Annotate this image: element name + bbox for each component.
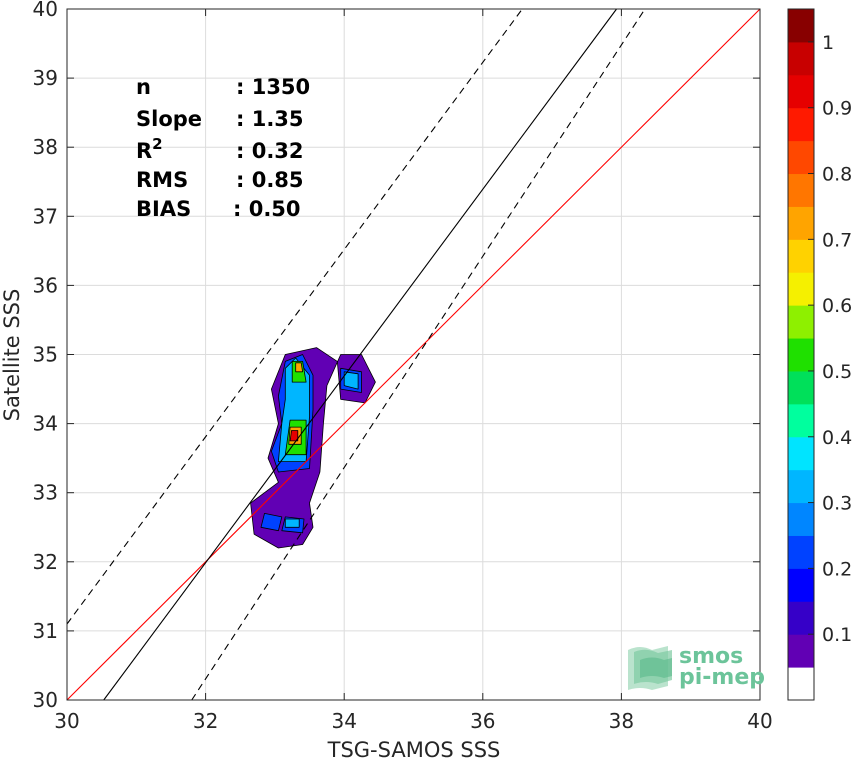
y-tick-label: 32: [33, 550, 58, 574]
x-axis-ticks: 30 32 34 36 38 40: [54, 9, 773, 733]
colorbar-segment: [788, 568, 814, 602]
stat-value: : 0.32: [236, 139, 304, 163]
colorbar-segment: [788, 206, 814, 240]
colorbar-segment: [788, 41, 814, 76]
y-tick-label: 30: [33, 688, 58, 712]
y-tick-label: 37: [33, 204, 58, 228]
stat-value: : 0.85: [236, 168, 304, 192]
colorbar-tick-label: 0.8: [822, 164, 852, 186]
colorbar-tick-label: 0.7: [822, 229, 852, 251]
y-tick-label: 39: [33, 66, 58, 90]
stat-value: : 1.35: [236, 107, 304, 131]
colorbar-segment: [788, 634, 814, 668]
stat-label: RMS: [136, 168, 188, 192]
x-tick-label: 30: [54, 709, 79, 733]
colorbar-segment: [788, 272, 814, 306]
colorbar-segment: [788, 140, 814, 175]
stat-label: BIAS: [136, 197, 191, 221]
colorbar-tick-label: 0.2: [822, 558, 852, 580]
one-to-one-line: [66, 8, 761, 701]
regression-line: [103, 8, 617, 701]
grid-lines: [66, 8, 761, 701]
y-tick-label: 34: [33, 412, 58, 436]
stat-value: : 1350: [236, 75, 310, 99]
x-tick-label: 40: [747, 709, 772, 733]
y-tick-label: 31: [33, 619, 58, 643]
colorbar-tick-label: 0.4: [822, 427, 852, 449]
reference-lines: [66, 8, 761, 701]
colorbar-segment: [788, 370, 814, 405]
colorbar-segment: [788, 239, 814, 273]
colorbar-segment: [788, 601, 814, 635]
density-contours: [250, 347, 376, 549]
colorbar-segment: [788, 74, 814, 109]
y-axis-ticks: 30 31 32 33 34 35 36 37 38 39 40: [33, 0, 760, 712]
logo-graphic-icon: [628, 646, 672, 690]
colorbar-tick-label: 0.3: [822, 493, 852, 515]
y-tick-label: 35: [33, 343, 58, 367]
stat-value: : 0.50: [233, 197, 301, 221]
stat-label: n: [136, 75, 151, 99]
colorbar-segment: [788, 535, 814, 569]
colorbar-tick-label: 0.1: [822, 624, 852, 646]
colorbar-segment: [788, 305, 814, 339]
colorbar-segment: [788, 107, 814, 142]
y-tick-label: 38: [33, 135, 58, 159]
colorbar-tick-label: 0.6: [822, 295, 852, 317]
colorbar-segment: [788, 338, 814, 372]
x-axis-label: TSG-SAMOS SSS: [327, 738, 501, 762]
density-contour-0.3: [343, 371, 359, 390]
colorbar-border: [787, 8, 815, 701]
logo-line1: smos: [679, 644, 743, 669]
smos-pimep-logo: smos pi-mep: [628, 644, 765, 690]
stat-label: Slope: [136, 107, 202, 131]
density-contour-0.9: [289, 430, 299, 442]
logo-line2: pi-mep: [679, 665, 765, 690]
colorbar-segment: [788, 9, 814, 43]
colorbar-segment: [788, 403, 814, 438]
x-tick-label: 36: [470, 709, 495, 733]
x-tick-label: 32: [193, 709, 218, 733]
colorbar-segment: [788, 667, 814, 701]
y-tick-label: 33: [33, 481, 58, 505]
colorbar-segment: [788, 502, 814, 536]
colorbar-segment: [788, 436, 814, 471]
x-tick-label: 34: [331, 709, 356, 733]
lower-bound-line: [191, 8, 646, 701]
y-tick-label: 40: [33, 0, 58, 21]
colorbar-tick-label: 0.5: [822, 361, 852, 383]
colorbar-segment: [788, 469, 814, 504]
y-axis-label: Satellite SSS: [0, 289, 24, 422]
y-tick-label: 36: [33, 273, 58, 297]
colorbar-tick-label: 1: [822, 32, 834, 54]
upper-bound-line: [66, 8, 523, 625]
density-contour-0.7: [295, 362, 303, 373]
colorbar-segment: [788, 173, 814, 207]
colorbar-tick-label: 0.9: [822, 98, 852, 120]
x-tick-label: 38: [609, 709, 634, 733]
density-contour-0.2: [260, 513, 283, 532]
density-contour-0.3: [284, 518, 300, 528]
colorbar: 0.1 0.2 0.3 0.4 0.5 0.6 0.7 0.8 0.9 1: [787, 8, 852, 701]
